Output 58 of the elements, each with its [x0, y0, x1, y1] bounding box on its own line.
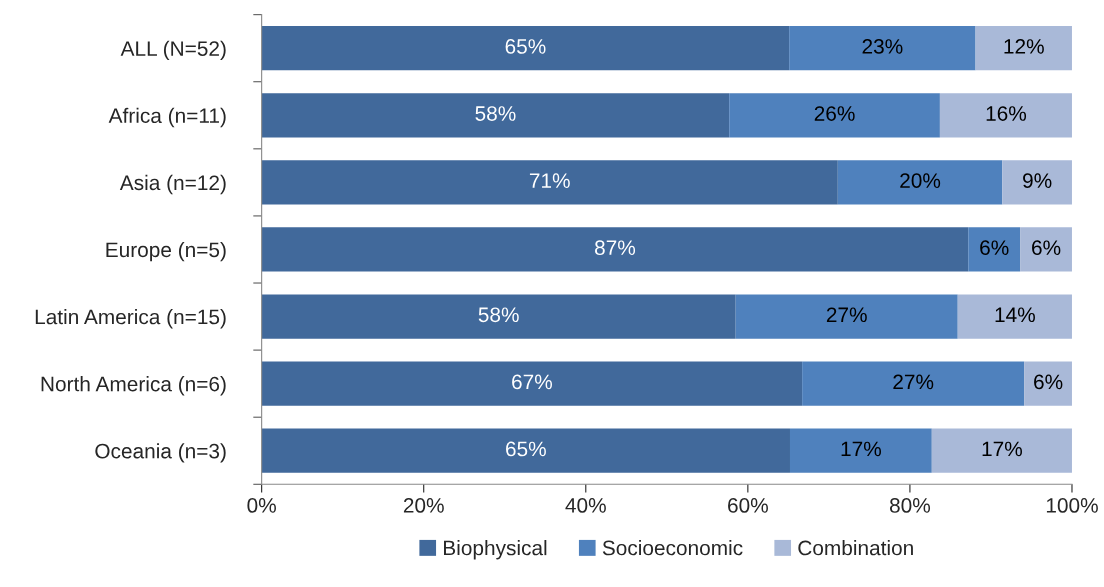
data-label: 17%	[982, 441, 1022, 457]
data-label: 12%	[1004, 39, 1044, 54]
y-tick-label: Latin America (n=15)	[35, 309, 226, 329]
bar	[939, 93, 1072, 138]
data-label: 6%	[1034, 374, 1063, 390]
data-label: 23%	[862, 39, 903, 54]
y-tick-label: North America (n=6)	[41, 376, 226, 396]
x-tick-label: 100%	[1046, 498, 1098, 513]
data-label: 16%	[986, 106, 1027, 121]
x-tick-label: 40%	[565, 498, 606, 513]
bar	[1020, 227, 1072, 272]
bar	[261, 294, 736, 339]
y-tick-label: Oceania (n=3)	[95, 443, 226, 463]
bar	[261, 428, 790, 473]
data-label: 20%	[900, 173, 941, 188]
legend-label: Combination	[798, 540, 913, 556]
x-tick-label: 0%	[247, 498, 276, 513]
data-label: 6%	[1032, 240, 1061, 256]
data-label: 58%	[475, 106, 516, 121]
data-label: 6%	[980, 240, 1009, 256]
y-tick-label: Asia (n=12)	[119, 174, 226, 195]
bar	[1002, 160, 1072, 205]
bar	[931, 428, 1072, 473]
bar	[261, 361, 803, 406]
bar	[957, 294, 1072, 339]
data-label: 67%	[512, 374, 552, 390]
data-label: 17%	[841, 441, 881, 457]
bar	[261, 93, 730, 138]
y-tick-label: Europe (n=5)	[106, 241, 226, 262]
y-tick-label: ALL (N=52)	[120, 40, 226, 61]
data-label: 65%	[505, 39, 546, 54]
bar	[789, 26, 976, 71]
data-label: 26%	[814, 106, 855, 121]
bar	[261, 26, 790, 71]
data-label: 58%	[478, 307, 519, 323]
bar	[837, 160, 1003, 205]
bar	[802, 361, 1025, 406]
data-label: 27%	[826, 307, 867, 323]
bar	[968, 227, 1021, 272]
x-tick-label: 60%	[728, 498, 768, 513]
bar	[789, 428, 932, 473]
bar	[735, 294, 958, 339]
data-label: 87%	[595, 240, 636, 256]
data-label: 9%	[1023, 173, 1052, 188]
bar	[261, 227, 969, 272]
data-label: 27%	[893, 374, 934, 390]
bar	[1024, 361, 1072, 406]
bar	[975, 26, 1072, 71]
x-tick-label: 80%	[889, 498, 931, 513]
y-tick-label: Africa (n=11)	[108, 107, 226, 128]
data-label: 14%	[995, 307, 1035, 323]
legend-label: Biophysical	[444, 540, 547, 560]
legend-label: Socioeconomic	[602, 540, 743, 556]
data-label: 65%	[506, 441, 546, 457]
x-tick-label: 20%	[403, 498, 444, 513]
bar	[261, 160, 838, 205]
bar	[729, 93, 940, 138]
data-label: 71%	[529, 173, 570, 188]
